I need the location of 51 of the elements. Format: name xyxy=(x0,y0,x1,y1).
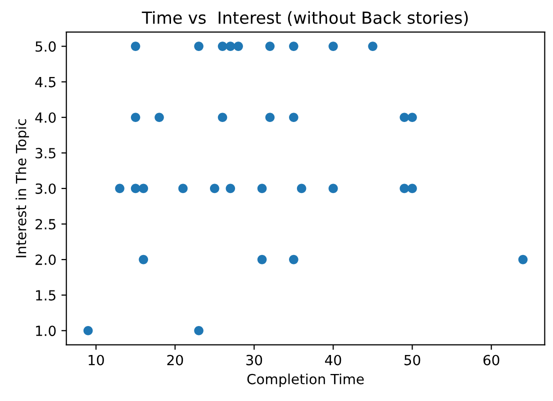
point xyxy=(328,184,338,194)
point xyxy=(296,184,306,194)
point xyxy=(400,112,410,122)
point xyxy=(257,184,267,194)
y-axis-title: Interest in The Topic xyxy=(16,119,29,258)
point xyxy=(226,184,236,194)
point xyxy=(400,184,410,194)
y-tick-label: 1.5 xyxy=(36,290,56,301)
point xyxy=(154,112,164,122)
point xyxy=(83,326,93,336)
point xyxy=(234,42,243,51)
x-tick-label: 50 xyxy=(404,354,420,366)
point xyxy=(178,184,188,194)
x-axis-title: Completion Time xyxy=(247,374,364,388)
point xyxy=(408,184,417,194)
point xyxy=(257,254,267,264)
point xyxy=(194,326,204,336)
x-tick-label: 30 xyxy=(246,354,262,366)
y-tick-label: 4.5 xyxy=(35,76,56,88)
point xyxy=(194,42,204,51)
point xyxy=(265,112,275,122)
point xyxy=(289,42,298,51)
x-tick-label: 10 xyxy=(88,354,104,366)
point xyxy=(138,254,148,264)
point xyxy=(210,184,220,194)
point xyxy=(289,254,298,264)
y-tick-label: 5.0 xyxy=(36,41,56,52)
point xyxy=(130,42,140,51)
point xyxy=(408,112,417,122)
point xyxy=(289,112,298,122)
y-tick-label: 3.5 xyxy=(36,148,56,158)
point xyxy=(218,112,228,122)
point xyxy=(265,42,275,51)
y-tick-label: 2.5 xyxy=(36,218,56,230)
point xyxy=(130,184,140,194)
chart-title: Time vs Interest (without Back stories) xyxy=(142,11,468,26)
point xyxy=(138,184,148,194)
point xyxy=(226,42,236,51)
y-tick-label: 1.0 xyxy=(36,326,56,336)
point xyxy=(218,42,228,51)
point xyxy=(518,254,528,264)
point xyxy=(368,42,378,51)
x-tick-label: 40 xyxy=(325,354,342,366)
y-tick-label: 2.0 xyxy=(36,254,56,266)
point xyxy=(130,112,140,122)
y-tick-label: 3.0 xyxy=(36,183,56,194)
x-tick-label: 20 xyxy=(167,354,183,366)
point xyxy=(328,42,338,51)
x-tick-label: 60 xyxy=(483,354,500,366)
point xyxy=(115,184,124,194)
y-tick-label: 4.0 xyxy=(35,112,56,123)
